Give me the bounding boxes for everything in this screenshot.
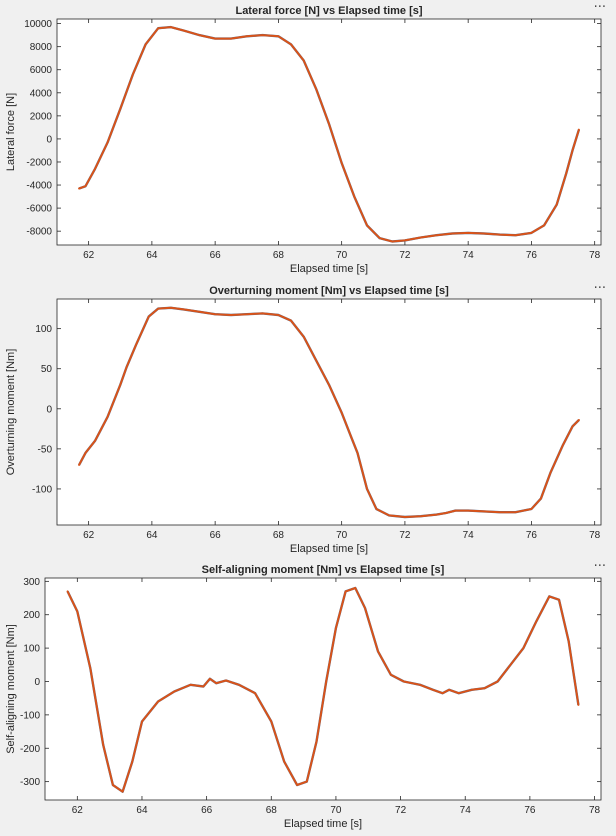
- x-tick-label: 66: [210, 530, 222, 541]
- x-tick-label: 62: [83, 530, 95, 541]
- chart-title: Overturning moment [Nm] vs Elapsed time …: [209, 285, 449, 297]
- y-axis-label: Lateral force [N]: [5, 93, 17, 171]
- y-tick-label: -100: [20, 710, 40, 721]
- y-tick-label: 100: [35, 324, 52, 335]
- x-tick-label: 68: [273, 530, 285, 541]
- y-tick-label: 6000: [30, 65, 53, 76]
- x-tick-label: 74: [463, 250, 475, 261]
- x-tick-label: 64: [136, 805, 148, 816]
- x-tick-label: 78: [589, 530, 601, 541]
- y-tick-label: -300: [20, 777, 40, 788]
- plot-area: [56, 18, 602, 246]
- x-axis-label: Elapsed time [s]: [290, 263, 368, 275]
- x-tick-label: 70: [336, 250, 348, 261]
- y-tick-label: 2000: [30, 111, 53, 122]
- chart-panel-overturning-moment: ··· Overturning moment [Nm] vs Elapsed t…: [0, 281, 616, 559]
- y-tick-label: 0: [46, 404, 52, 415]
- x-tick-label: 72: [395, 805, 407, 816]
- x-tick-label: 78: [589, 250, 601, 261]
- y-tick-label: -4000: [26, 181, 52, 192]
- x-tick-label: 64: [146, 250, 158, 261]
- x-tick-label: 74: [463, 530, 475, 541]
- x-tick-label: 68: [273, 250, 285, 261]
- x-tick-label: 74: [460, 805, 472, 816]
- y-tick-label: 4000: [30, 88, 53, 99]
- x-axis-label: Elapsed time [s]: [284, 818, 362, 830]
- x-tick-label: 66: [201, 805, 213, 816]
- y-axis-label: Self-aligning moment [Nm]: [5, 624, 17, 754]
- plot-area: [56, 298, 602, 526]
- series-line: [78, 26, 580, 243]
- y-tick-label: 0: [46, 134, 52, 145]
- x-tick-label: 66: [210, 250, 222, 261]
- chart-panel-lateral-force: ··· Lateral force [N] vs Elapsed time [s…: [0, 0, 616, 281]
- x-tick-label: 62: [83, 250, 95, 261]
- chart-lateral-force: Lateral force [N] vs Elapsed time [s] 62 6…: [5, 5, 602, 275]
- series-line: [78, 306, 580, 518]
- x-tick-label: 70: [336, 530, 348, 541]
- y-tick-label: -8000: [26, 227, 52, 238]
- x-tick-label: 64: [146, 530, 158, 541]
- y-tick-label: -6000: [26, 204, 52, 215]
- series-line: [66, 587, 580, 793]
- y-tick-label: 8000: [30, 42, 53, 53]
- x-axis-label: Elapsed time [s]: [290, 543, 368, 555]
- x-tick-label: 78: [589, 805, 601, 816]
- x-tick-label: 68: [266, 805, 278, 816]
- y-tick-label: 200: [23, 610, 40, 621]
- x-tick-label: 62: [72, 805, 84, 816]
- more-options-icon[interactable]: ···: [593, 559, 606, 574]
- more-options-icon[interactable]: ···: [593, 0, 606, 15]
- y-tick-label: -200: [20, 744, 40, 755]
- chart-panel-self-aligning-moment: ··· Self-aligning moment [Nm] vs Elapsed…: [0, 559, 616, 836]
- y-tick-label: -50: [38, 444, 53, 455]
- y-tick-label: 0: [34, 677, 40, 688]
- chart-title: Lateral force [N] vs Elapsed time [s]: [235, 5, 422, 17]
- y-tick-label: 10000: [24, 19, 52, 30]
- more-options-icon[interactable]: ···: [593, 281, 606, 296]
- x-tick-label: 76: [524, 805, 536, 816]
- x-tick-label: 72: [399, 530, 411, 541]
- x-tick-label: 76: [526, 530, 538, 541]
- x-tick-label: 70: [330, 805, 342, 816]
- plot-area: [44, 577, 602, 801]
- y-axis-label: Overturning moment [Nm]: [5, 349, 17, 476]
- chart-title: Self-aligning moment [Nm] vs Elapsed tim…: [202, 564, 445, 576]
- y-tick-label: -100: [32, 484, 52, 495]
- chart-overturning-moment: Overturning moment [Nm] vs Elapsed time …: [5, 285, 602, 555]
- x-tick-label: 76: [526, 250, 538, 261]
- x-tick-label: 72: [399, 250, 411, 261]
- y-tick-label: 100: [23, 644, 40, 655]
- y-tick-label: 50: [41, 364, 53, 375]
- chart-self-aligning-moment: Self-aligning moment [Nm] vs Elapsed tim…: [5, 564, 602, 830]
- y-tick-label: -2000: [26, 157, 52, 168]
- y-tick-label: 300: [23, 577, 40, 588]
